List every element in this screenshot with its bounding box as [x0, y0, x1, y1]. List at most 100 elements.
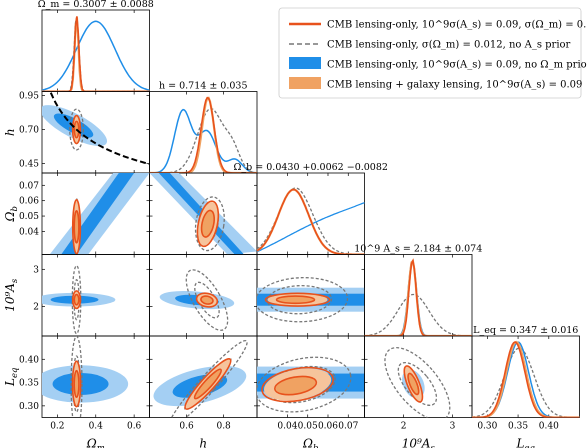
legend-box — [278, 7, 582, 99]
y-tick-label-ob: 0.04 — [19, 227, 39, 237]
contours — [384, 347, 451, 418]
contour-gray-outer — [257, 356, 352, 413]
contour-orange-outer — [71, 360, 82, 408]
y-tick-label-leq: 0.30 — [19, 402, 39, 412]
contour-orange-outer — [71, 114, 82, 145]
curve-blue — [257, 202, 365, 253]
contour-orange-inner — [200, 209, 216, 238]
marginal-title-leq: L_eq = 0.347 ± 0.016 — [473, 325, 578, 336]
contour-gray-outer — [194, 196, 225, 252]
x-tick-label-as: 2 — [401, 422, 407, 432]
contour-orange-outer — [196, 200, 220, 248]
contour-orange-outer — [403, 365, 424, 403]
contour-peach-inner — [275, 376, 316, 395]
x-tick-label-om: 0.6 — [127, 422, 142, 432]
y-axis-label-leq: Leq — [3, 367, 20, 387]
contour-orange-inner — [73, 369, 80, 399]
marginal-curves — [257, 187, 365, 255]
contours — [42, 265, 116, 335]
contour-gray-inner — [397, 361, 438, 406]
contours — [153, 339, 248, 418]
curve-blue — [42, 20, 150, 91]
contours — [49, 173, 150, 255]
contour-orange-outer — [71, 199, 82, 255]
contour-orange-inner — [274, 375, 318, 396]
contours — [257, 277, 365, 323]
contour-orange-inner — [193, 368, 222, 400]
x-tick-label-as: 3 — [450, 422, 456, 432]
y-tick-label-as: 2 — [33, 302, 39, 312]
contour-orange-outer — [71, 290, 82, 310]
contour-orange-inner — [275, 295, 316, 305]
marginal-as — [364, 254, 473, 337]
x-axis-label-om: Ωm — [86, 437, 105, 448]
contour-peach-inner — [74, 210, 79, 243]
x-tick-label-leq: 0.30 — [477, 422, 497, 432]
x-tick-label-ob: 0.06 — [318, 422, 338, 432]
x-tick-label-h: 0.8 — [216, 422, 231, 432]
y-axis-label-h: h — [3, 128, 17, 136]
legend-entry-1: CMB lensing-only, 10^9σ(A_s) = 0.09, σ(Ω… — [327, 20, 587, 31]
contour-orange-inner — [73, 293, 80, 306]
x-axis-label-ob: Ωb — [302, 437, 318, 448]
y-axis-label-ob: Ωb — [3, 206, 20, 222]
y-axis-label-as: 10⁹As — [3, 278, 20, 312]
y-tick-label-ob: 0.07 — [19, 181, 39, 191]
panel-leq-vs-h: 0.6 0.8 — [149, 335, 258, 432]
contour-peach-inner — [201, 210, 214, 237]
panel-ob-vs-om: 0.04 0.05 0.06 0.07 — [19, 172, 150, 255]
contour-gray-outer — [70, 336, 83, 418]
marginal-ob — [256, 172, 365, 255]
contours — [257, 356, 365, 413]
panel-leq-vs-om: 0.2 0.4 0.6 0.30 0.35 0.40 — [19, 335, 150, 432]
legend-swatch-orange-filled — [289, 77, 321, 89]
x-tick-label-ob: 0.05 — [298, 422, 318, 432]
y-tick-label-ob: 0.05 — [19, 212, 39, 222]
contour-peach-inner — [74, 294, 79, 305]
contour-peach-inner — [408, 373, 419, 395]
contour-gray-outer — [168, 339, 248, 418]
contour-peach-inner — [194, 369, 221, 399]
y-tick-label-h: 0.95 — [19, 92, 39, 102]
marginal-title-h: h = 0.714 ± 0.035 — [159, 81, 248, 92]
curve-orange — [149, 96, 257, 173]
x-tick-label-om: 0.2 — [50, 422, 64, 432]
curve-peach — [149, 96, 257, 173]
contour-orange-inner — [73, 120, 80, 139]
marginal-leq: 0.30 0.35 0.40 — [471, 335, 580, 432]
curve-orange — [364, 258, 472, 336]
curve-blue — [149, 108, 257, 173]
legend-swatch-blue-filled — [289, 57, 321, 69]
panel-leq-vs-ob: 0.04 0.05 0.06 0.07 — [256, 335, 365, 432]
curve-orange — [472, 341, 580, 418]
x-tick-label-leq: 0.35 — [508, 422, 528, 432]
contour-orange-outer — [195, 292, 219, 308]
marginal-title-om: Ω_m = 0.3007 ± 0.0088 — [38, 0, 154, 10]
x-tick-label-leq: 0.40 — [539, 422, 559, 432]
contour-orange-outer — [264, 292, 331, 307]
marginal-curves — [42, 16, 150, 92]
legend-entry-2: CMB lensing-only, σ(Ω_m) = 0.012, no A_s… — [327, 40, 571, 51]
contour-orange-inner — [407, 372, 420, 396]
marginal-h — [149, 91, 258, 174]
marginal-curves — [472, 340, 580, 418]
band-blue-inner — [61, 173, 135, 255]
panel-frame — [41, 9, 150, 92]
contour-peach-inner — [201, 296, 213, 304]
x-tick-label-ob: 0.07 — [338, 422, 358, 432]
contour-orange-inner — [73, 210, 80, 244]
legend: CMB lensing-only, 10^9σ(A_s) = 0.09, σ(Ω… — [278, 7, 587, 99]
contour-gray-outer — [185, 269, 229, 331]
contours — [159, 269, 235, 331]
panel-frame — [256, 172, 365, 255]
panel-h-vs-om: 0.45 0.70 0.95 — [19, 91, 150, 174]
curve-peach — [364, 258, 472, 336]
x-axis-label-h: h — [199, 437, 207, 448]
y-tick-label-as: 3 — [33, 265, 39, 275]
curve-gray — [364, 293, 472, 336]
x-tick-label-ob: 0.04 — [277, 422, 297, 432]
contours — [42, 336, 129, 418]
contour-orange-outer — [261, 366, 334, 403]
